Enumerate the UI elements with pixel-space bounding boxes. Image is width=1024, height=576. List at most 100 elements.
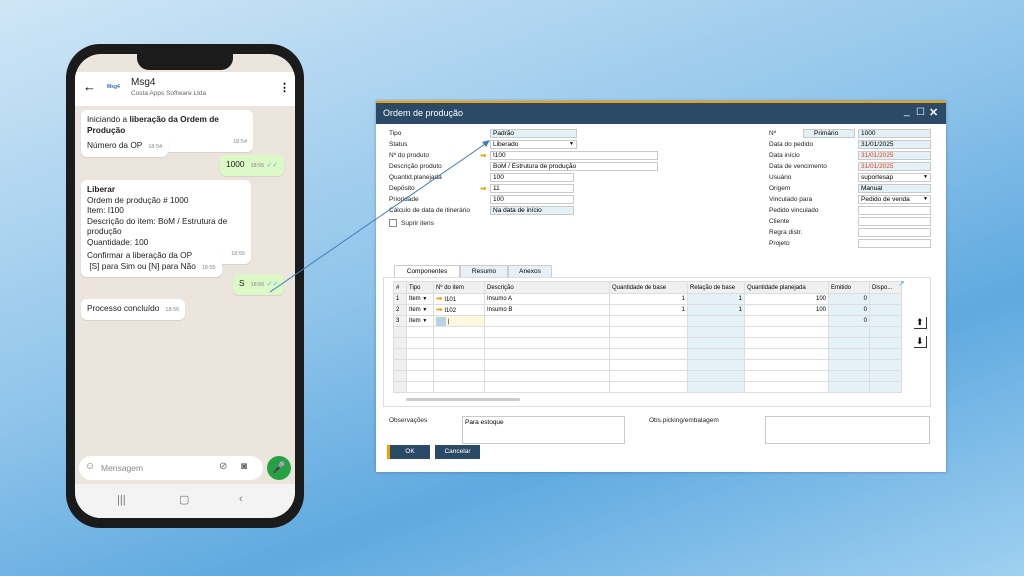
table-cell[interactable] xyxy=(828,326,870,338)
move-up-button[interactable]: ⬆ xyxy=(914,317,927,329)
column-header[interactable]: Descrição xyxy=(484,281,610,294)
table-cell[interactable] xyxy=(484,315,610,327)
table-cell[interactable]: 1 xyxy=(687,304,745,316)
table-cell[interactable] xyxy=(484,337,610,349)
ok-button[interactable]: OK xyxy=(387,445,430,459)
table-cell[interactable]: 100 xyxy=(744,304,829,316)
table-cell[interactable] xyxy=(687,315,745,327)
cancel-button[interactable]: Cancelar xyxy=(435,445,480,459)
table-cell[interactable] xyxy=(828,337,870,349)
table-cell[interactable] xyxy=(609,370,688,382)
table-cell[interactable] xyxy=(687,381,745,393)
table-cell[interactable] xyxy=(609,315,688,327)
table-row[interactable]: 2 Item ▼ ➡ I102 Insumo B 1 1 100 0 xyxy=(393,304,902,316)
table-cell[interactable] xyxy=(433,370,485,382)
table-row[interactable] xyxy=(393,359,902,371)
dropdown-icon[interactable]: ▼ xyxy=(422,296,428,302)
table-row[interactable] xyxy=(393,337,902,349)
table-row[interactable] xyxy=(393,370,902,382)
status-dropdown[interactable]: Liberado xyxy=(490,140,577,149)
table-cell[interactable] xyxy=(609,381,688,393)
dropdown-icon[interactable]: ▼ xyxy=(422,307,428,313)
table-cell[interactable] xyxy=(869,370,902,382)
table-cell[interactable] xyxy=(609,359,688,371)
table-cell[interactable]: ➡ I102 xyxy=(433,304,485,316)
table-cell[interactable] xyxy=(869,359,902,371)
table-cell[interactable] xyxy=(406,348,434,360)
table-cell[interactable] xyxy=(406,370,434,382)
table-cell[interactable] xyxy=(828,370,870,382)
table-cell[interactable]: 100 xyxy=(744,293,829,305)
close-icon[interactable]: ✕ xyxy=(929,107,939,119)
table-cell[interactable] xyxy=(828,348,870,360)
table-cell[interactable] xyxy=(828,359,870,371)
link-arrow-icon[interactable]: ➡ xyxy=(436,294,443,303)
table-cell[interactable] xyxy=(433,359,485,371)
descricao-field[interactable]: BoM / Estrutura de produção xyxy=(490,162,658,171)
table-cell[interactable] xyxy=(744,326,829,338)
series-field[interactable]: Primário xyxy=(803,129,855,138)
table-row[interactable]: 3 Item ▼ | 0 xyxy=(393,315,902,327)
table-cell[interactable] xyxy=(393,359,407,371)
more-menu-icon[interactable]: ⋮ xyxy=(279,82,290,94)
table-cell[interactable] xyxy=(869,381,902,393)
table-cell[interactable] xyxy=(609,337,688,349)
table-cell[interactable] xyxy=(484,370,610,382)
back-nav-icon[interactable]: ‹ xyxy=(239,493,243,505)
table-cell[interactable]: ➡ I101 xyxy=(433,293,485,305)
emoji-icon[interactable]: ☺ xyxy=(85,461,96,472)
table-cell[interactable] xyxy=(869,293,902,305)
move-down-button[interactable]: ⬇ xyxy=(914,336,927,348)
camera-icon[interactable]: ◙ xyxy=(241,461,248,472)
table-cell[interactable]: 1 xyxy=(609,304,688,316)
link-arrow-icon[interactable]: ➡ xyxy=(436,305,443,314)
table-cell[interactable]: Item ▼ xyxy=(406,293,434,305)
table-cell[interactable] xyxy=(393,370,407,382)
table-cell[interactable]: Item ▼ xyxy=(406,315,434,327)
table-cell[interactable]: Item ▼ xyxy=(406,304,434,316)
table-cell[interactable] xyxy=(744,370,829,382)
table-cell[interactable] xyxy=(869,315,902,327)
pedido-vinculado-field[interactable] xyxy=(858,206,931,215)
table-cell[interactable] xyxy=(869,304,902,316)
message-input[interactable]: ☺ Mensagem ⊘ ◙ xyxy=(79,456,263,480)
link-arrow-icon[interactable]: ➡ xyxy=(480,151,487,160)
column-header[interactable]: Quantidade planejada xyxy=(744,281,829,294)
table-cell[interactable] xyxy=(744,348,829,360)
table-cell[interactable]: 2 xyxy=(393,304,407,316)
table-cell[interactable]: 3 xyxy=(393,315,407,327)
table-cell[interactable]: 1 xyxy=(393,293,407,305)
table-row[interactable]: 1 Item ▼ ➡ I101 Insumo A 1 1 100 0 xyxy=(393,293,902,305)
table-cell[interactable] xyxy=(828,381,870,393)
table-cell[interactable] xyxy=(869,326,902,338)
tab-anexos[interactable]: Anexos xyxy=(508,265,552,277)
table-cell[interactable] xyxy=(484,359,610,371)
table-cell[interactable] xyxy=(609,326,688,338)
expand-icon[interactable]: ↗ xyxy=(898,279,905,288)
data-pedido-field[interactable]: 31/01/2025 xyxy=(858,140,931,149)
chat-name[interactable]: Msg4 xyxy=(131,77,156,88)
produto-field[interactable]: I100 xyxy=(490,151,658,160)
column-header[interactable]: Emitido xyxy=(828,281,870,294)
column-header[interactable]: Relação de base xyxy=(687,281,745,294)
table-cell[interactable] xyxy=(687,370,745,382)
table-cell[interactable] xyxy=(433,381,485,393)
usuario-dropdown[interactable]: suportesap xyxy=(858,173,931,182)
table-cell[interactable] xyxy=(744,381,829,393)
maximize-icon[interactable]: ☐ xyxy=(916,107,925,118)
deposito-field[interactable]: 11 xyxy=(490,184,574,193)
table-cell[interactable] xyxy=(393,348,407,360)
table-cell[interactable]: Insumo B xyxy=(484,304,610,316)
horizontal-scrollbar[interactable] xyxy=(406,398,520,401)
link-arrow-icon[interactable]: ➡ xyxy=(480,184,487,193)
vinculado-dropdown[interactable]: Pedido de venda xyxy=(858,195,931,204)
table-cell[interactable] xyxy=(433,326,485,338)
table-cell[interactable] xyxy=(869,348,902,360)
prioridade-field[interactable]: 100 xyxy=(490,195,574,204)
table-cell[interactable] xyxy=(609,348,688,360)
table-cell[interactable]: | xyxy=(433,315,485,327)
table-cell[interactable]: 1 xyxy=(687,293,745,305)
recent-apps-icon[interactable]: ||| xyxy=(117,494,126,506)
quantidade-field[interactable]: 100 xyxy=(490,173,574,182)
table-cell[interactable] xyxy=(406,381,434,393)
